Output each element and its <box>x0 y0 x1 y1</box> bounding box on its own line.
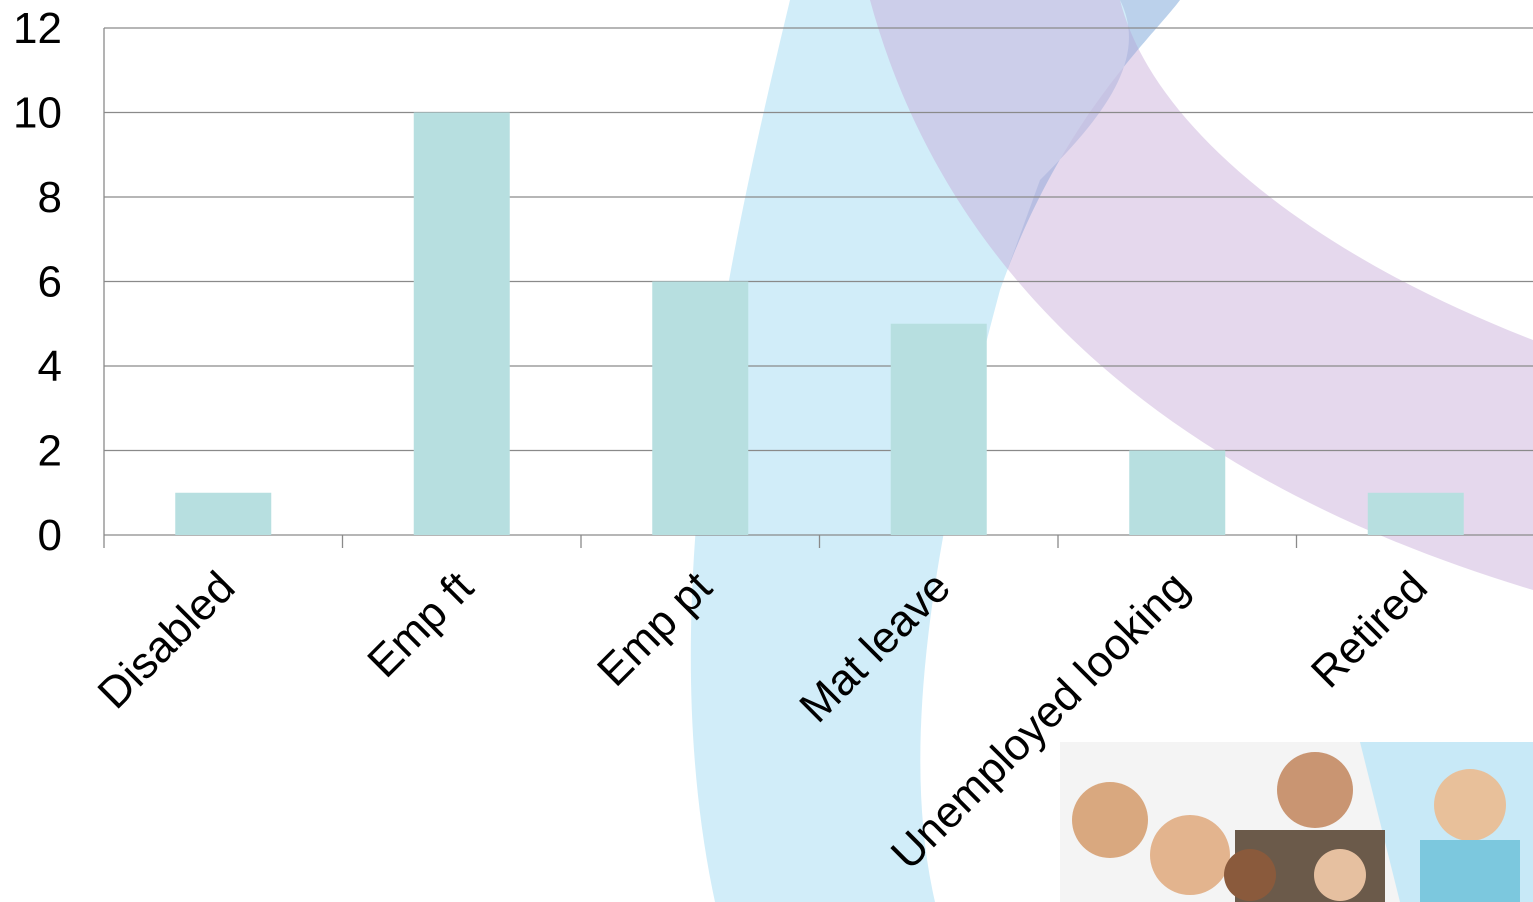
y-tick-label: 8 <box>38 173 62 222</box>
bar <box>1129 450 1226 535</box>
x-tick-label: Retired <box>1302 562 1437 697</box>
y-tick-label: 0 <box>38 511 62 560</box>
x-tick-label: Disabled <box>89 562 245 718</box>
y-tick-label: 6 <box>38 258 62 307</box>
y-tick-label: 2 <box>38 427 62 476</box>
bar <box>175 492 272 535</box>
bar <box>652 281 749 535</box>
y-tick-label: 4 <box>38 342 62 391</box>
bar <box>890 323 987 535</box>
y-tick-label: 12 <box>13 4 62 53</box>
x-tick-label: Emp ft <box>358 562 483 687</box>
bar <box>1367 492 1464 535</box>
photo <box>1060 742 1533 902</box>
bar <box>413 112 510 535</box>
y-tick-label: 10 <box>13 89 62 138</box>
